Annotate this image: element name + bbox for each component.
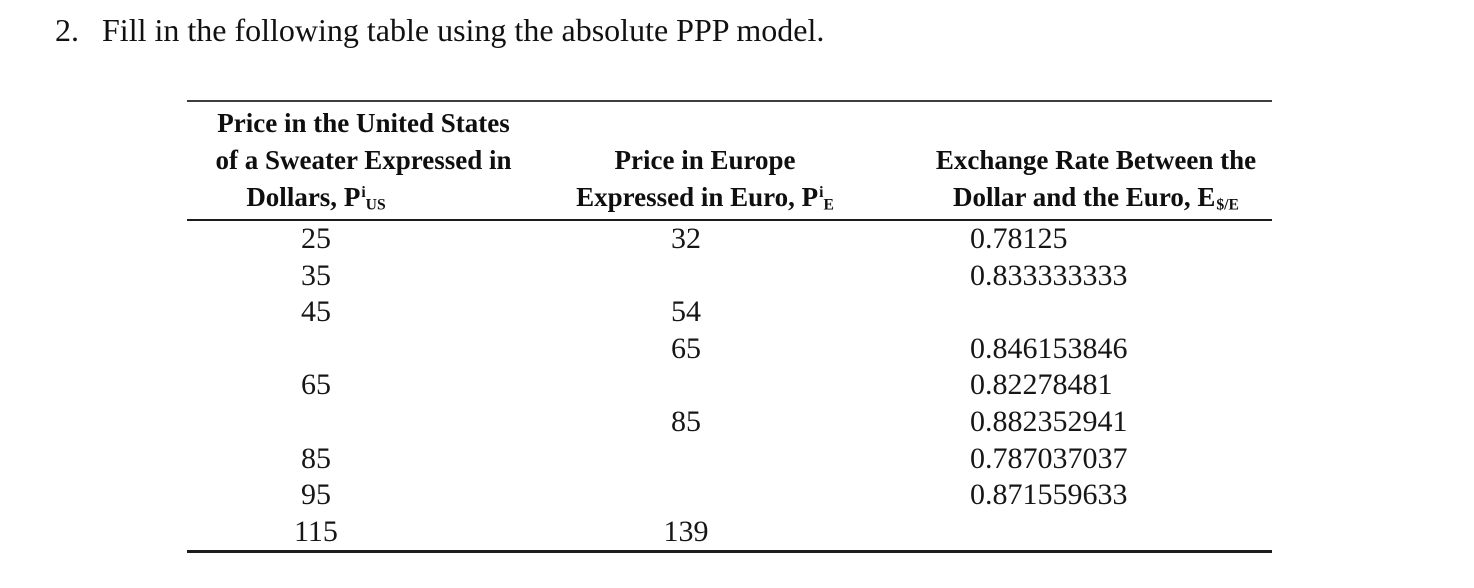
header-line: Exchange Rate Between the bbox=[935, 145, 1257, 175]
problem-number: 2. bbox=[55, 12, 79, 48]
header-line: Price in the United States bbox=[217, 108, 510, 138]
cell-exchange-rate: 0.78125 bbox=[970, 222, 1068, 255]
symbol-sub: US bbox=[365, 196, 386, 214]
symbol-base: P bbox=[343, 182, 361, 212]
cell-us-price: 115 bbox=[294, 514, 338, 548]
cell-eu-price bbox=[540, 258, 870, 295]
cell-exchange-rate: 0.833333333 bbox=[970, 258, 1128, 292]
table-row: 95 0.871559633 bbox=[187, 477, 1272, 514]
symbol-sub: E bbox=[823, 196, 834, 214]
cell-exchange-rate: 0.871559633 bbox=[970, 478, 1128, 512]
cell-exchange-rate: 0.882352941 bbox=[970, 404, 1128, 438]
ppp-table: Price in the United States of a Sweater … bbox=[187, 100, 1272, 554]
problem-text: Fill in the following table using the ab… bbox=[102, 12, 825, 48]
table-row: 45 54 bbox=[187, 294, 1272, 331]
cell-us-price: 65 bbox=[301, 368, 331, 402]
problem-title: 2. Fill in the following table using the … bbox=[55, 12, 824, 48]
table-row: 85 0.882352941 bbox=[187, 404, 1272, 441]
header-symbol-line: Expressed in Euro, PiE bbox=[576, 182, 834, 214]
cell-us-price: 25 bbox=[301, 222, 331, 255]
cell-exchange-rate: 0.846153846 bbox=[970, 331, 1128, 365]
symbol-sup: i bbox=[361, 184, 366, 202]
table-row: 115 139 bbox=[187, 514, 1272, 552]
col-header-eu-price: Price in Europe Expressed in Euro, PiE bbox=[540, 101, 870, 221]
table-row: 85 0.787037037 bbox=[187, 441, 1272, 478]
cell-us-price: 85 bbox=[301, 441, 331, 475]
symbol-sup: i bbox=[819, 184, 824, 202]
table-row: 25 32 0.78125 bbox=[187, 220, 1272, 258]
table-row: 65 0.82278481 bbox=[187, 367, 1272, 404]
col-header-exchange-rate: Exchange Rate Between the Dollar and the… bbox=[870, 101, 1272, 221]
symbol-sub: $/E bbox=[1216, 196, 1239, 214]
header-row: Price in the United States of a Sweater … bbox=[187, 101, 1272, 221]
cell-exchange-rate: 0.787037037 bbox=[970, 441, 1128, 475]
table-row: 35 0.833333333 bbox=[187, 258, 1272, 295]
symbol-base: P bbox=[801, 182, 819, 212]
cell-eu-price bbox=[540, 477, 870, 514]
header-line: of a Sweater Expressed in bbox=[215, 145, 512, 175]
header-symbol-line: Dollars, PiUS bbox=[246, 182, 386, 214]
cell-exchange-rate bbox=[870, 514, 1272, 552]
symbol-base: E bbox=[1197, 182, 1216, 212]
cell-us-price bbox=[187, 331, 540, 368]
cell-us-price: 35 bbox=[301, 258, 331, 292]
cell-exchange-rate bbox=[870, 294, 1272, 331]
cell-eu-price bbox=[540, 367, 870, 404]
cell-us-price: 45 bbox=[301, 295, 331, 329]
cell-exchange-rate: 0.82278481 bbox=[970, 368, 1113, 402]
cell-eu-price: 32 bbox=[671, 222, 701, 255]
cell-eu-price: 54 bbox=[671, 295, 701, 329]
cell-us-price: 95 bbox=[301, 478, 331, 512]
cell-eu-price: 85 bbox=[671, 404, 701, 438]
header-symbol-line: Dollar and the Euro, E$/E bbox=[953, 182, 1239, 214]
cell-us-price bbox=[187, 404, 540, 441]
header-line: Price in Europe bbox=[614, 145, 796, 175]
cell-eu-price bbox=[540, 441, 870, 478]
cell-eu-price: 139 bbox=[663, 514, 709, 548]
cell-eu-price: 65 bbox=[671, 331, 701, 365]
table-row: 65 0.846153846 bbox=[187, 331, 1272, 368]
col-header-us-price: Price in the United States of a Sweater … bbox=[187, 101, 540, 221]
